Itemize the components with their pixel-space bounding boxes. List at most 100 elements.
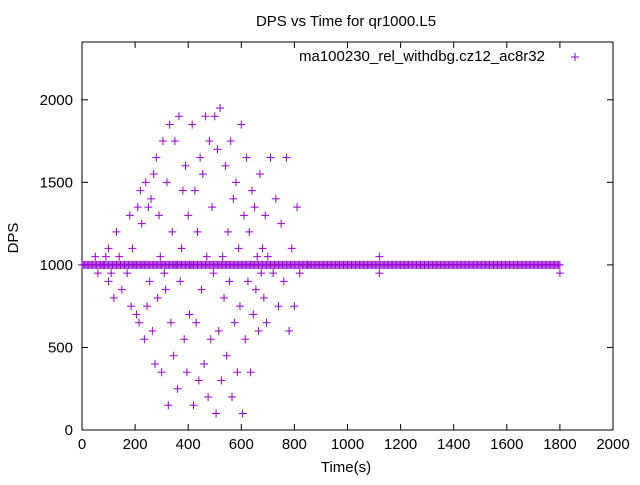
data-point: [104, 244, 113, 253]
data-point: [169, 351, 178, 360]
x-tick-label: 1600: [490, 436, 523, 453]
data-point: [170, 137, 179, 146]
data-point: [555, 269, 564, 278]
data-point: [239, 211, 248, 220]
data-point: [210, 112, 219, 121]
data-point: [235, 302, 244, 311]
x-tick-label: 200: [123, 436, 148, 453]
legend-label: ma100230_rel_withdbg.cz12_ac8r32: [299, 48, 545, 65]
data-point: [189, 401, 198, 410]
data-point: [571, 53, 579, 61]
y-tick-label: 1000: [40, 257, 73, 274]
y-tick-label: 1500: [40, 174, 73, 191]
data-point: [152, 153, 161, 162]
data-point: [177, 244, 186, 253]
x-tick-label: 0: [78, 436, 86, 453]
data-point: [160, 269, 169, 278]
data-point: [204, 392, 213, 401]
y-tick-label: 500: [48, 339, 73, 356]
data-point: [208, 203, 217, 212]
data-point: [230, 318, 239, 327]
data-point: [303, 260, 312, 269]
x-tick-label: 1400: [437, 436, 470, 453]
data-point: [295, 269, 304, 278]
data-point: [233, 368, 242, 377]
data-point: [243, 277, 252, 286]
data-point: [238, 409, 247, 418]
y-tick-label: 0: [65, 422, 73, 439]
data-point: [178, 186, 187, 195]
axis-ticks: 0 200 400 600 800 1000 1200 1400 1600 1800 2000 0 50…: [40, 42, 630, 453]
data-point: [192, 318, 201, 327]
data-point: [222, 351, 231, 360]
data-point: [148, 326, 157, 335]
data-point: [274, 302, 283, 311]
data-point: [166, 318, 175, 327]
data-point: [198, 170, 207, 179]
data-point: [216, 104, 225, 113]
data-point: [290, 302, 299, 311]
data-point: [253, 252, 262, 261]
data-point: [287, 244, 296, 253]
data-point: [168, 227, 177, 236]
data-point: [174, 112, 183, 121]
data-point: [144, 203, 153, 212]
x-tick-label: 2000: [596, 436, 629, 453]
data-point: [250, 203, 259, 212]
data-point: [185, 310, 194, 319]
data-point: [136, 186, 145, 195]
x-tick-label: 1200: [384, 436, 417, 453]
data-point: [285, 326, 294, 335]
data-point: [156, 252, 165, 261]
data-point: [165, 120, 174, 129]
data-point: [133, 203, 142, 212]
legend-marker: [571, 53, 579, 61]
data-point: [172, 260, 181, 269]
x-tick-label: 1000: [331, 436, 364, 453]
data-point: [131, 260, 140, 269]
data-point: [182, 368, 191, 377]
data-point: [91, 252, 100, 261]
data-point: [279, 277, 288, 286]
data-point: [190, 186, 199, 195]
data-point: [197, 285, 206, 294]
data-point: [246, 368, 255, 377]
data-point: [149, 170, 158, 179]
data-point: [241, 335, 250, 344]
data-point: [261, 211, 270, 220]
x-tick-label: 800: [282, 436, 307, 453]
data-point: [217, 376, 226, 385]
data-point: [186, 260, 195, 269]
x-tick-label: 600: [229, 436, 254, 453]
data-point: [277, 219, 286, 228]
data-point: [99, 260, 108, 269]
data-point: [120, 260, 129, 269]
data-point: [200, 359, 209, 368]
data-point: [196, 153, 205, 162]
x-tick-label: 400: [176, 436, 201, 453]
data-point: [184, 211, 193, 220]
data-point: [117, 285, 126, 294]
data-point: [224, 227, 233, 236]
data-point: [245, 227, 254, 236]
data-point: [173, 384, 182, 393]
y-axis-label: DPS: [5, 223, 22, 254]
data-point: [271, 194, 280, 203]
data-point: [123, 269, 132, 278]
data-point: [259, 293, 268, 302]
data-point: [157, 368, 166, 377]
data-point: [375, 269, 384, 278]
data-point: [258, 244, 267, 253]
data-point: [164, 401, 173, 410]
data-point: [282, 153, 291, 162]
data-point: [228, 392, 237, 401]
data-point: [147, 194, 156, 203]
data-point: [247, 186, 256, 195]
data-point: [132, 310, 141, 319]
data-point: [176, 277, 185, 286]
data-point: [262, 318, 271, 327]
data-point: [242, 153, 251, 162]
data-point: [109, 293, 118, 302]
